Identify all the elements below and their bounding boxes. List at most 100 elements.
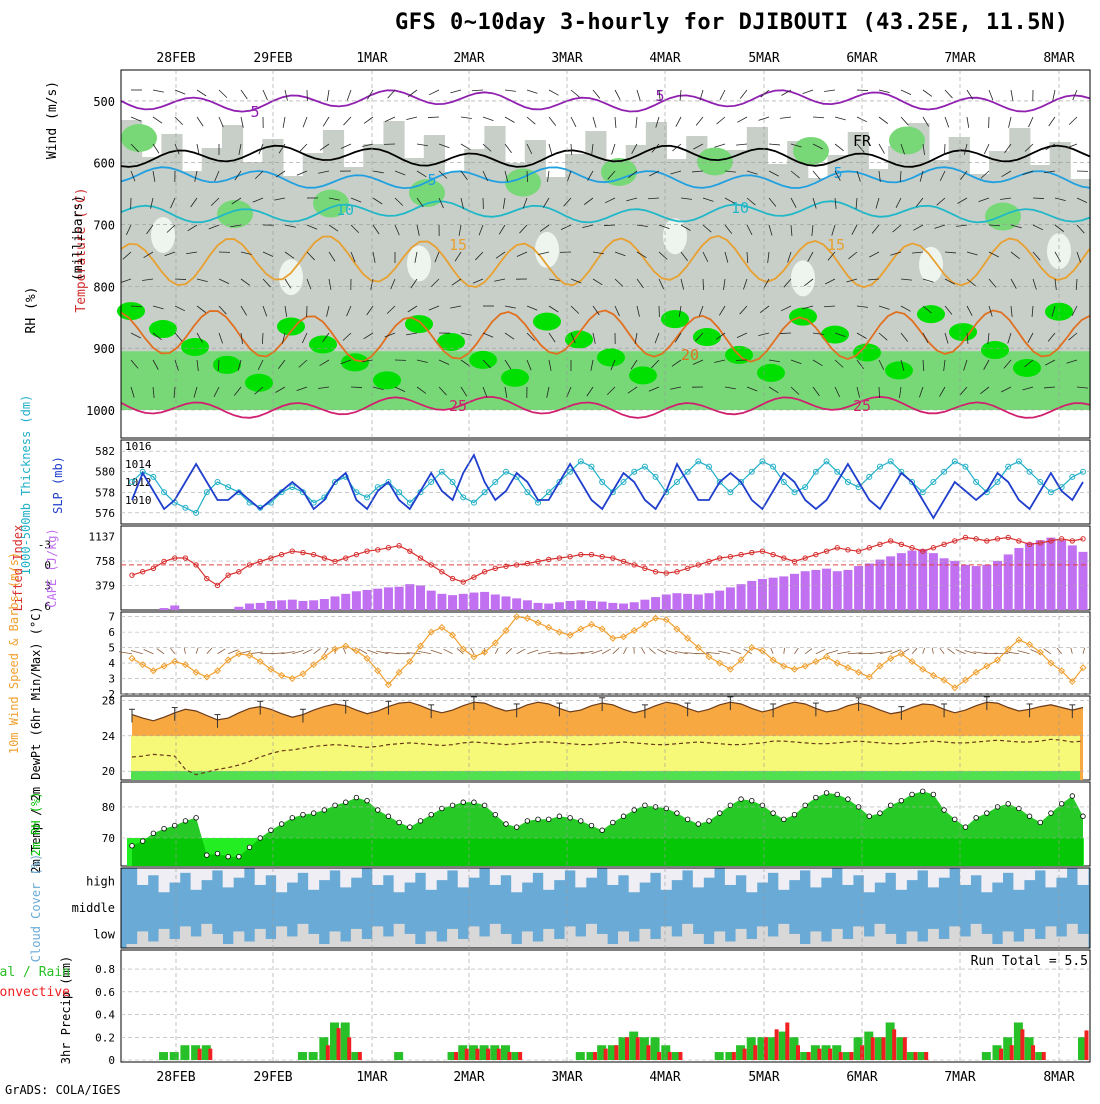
cloud-low-fill [394,924,405,948]
precip-convective-bar [646,1045,650,1060]
rh-point [525,819,530,824]
cloud-high-fill [468,868,479,878]
precip-panel-frame [121,950,1090,1062]
cloud-low-fill [522,931,533,948]
cloud-low-fill [276,926,287,948]
precip-convective-bar [507,1052,511,1060]
rh-point [899,798,904,803]
cloud-low-fill [340,941,351,948]
rh-strong-cell [1013,359,1041,377]
cloud-low-fill [597,934,608,948]
cape-bar [352,591,361,610]
rh-point [461,800,466,805]
cape-bar [448,595,457,610]
cloud-low-fill [1078,934,1089,948]
date-label-top: 6MAR [846,51,877,66]
cloud-low-fill [607,944,618,948]
wind-tick: 7 [108,611,115,624]
rh-point [343,800,348,805]
cloud-high-fill [426,868,437,890]
precip-legend-total: Total / Rain [0,965,70,980]
precip-convective-bar [849,1052,853,1060]
cape-bar [726,587,735,610]
cloud-high-fill [191,868,202,890]
rh-strong-cell [693,328,721,346]
rh-point [782,817,787,822]
rh-strong-cell [757,364,785,382]
cape-bar [758,579,767,610]
cape-bar [523,600,532,610]
cloud-high-fill [736,868,747,875]
rh-point [942,808,947,813]
rh-point [835,792,840,797]
cape-axis-title: CAPE (J/kg) [45,528,59,607]
cloud-high-fill [201,868,212,880]
cape-bar [972,566,981,610]
rh-point [215,851,220,856]
cloud-low-fill [853,926,864,948]
cloud-low-fill [1067,924,1078,948]
cape-bar [918,549,927,610]
rh-point [354,795,359,800]
thickness-tick: 578 [95,486,115,499]
cape-bar [619,604,628,610]
cape-bar [1036,540,1045,610]
cloud-high-fill [554,868,565,880]
precip-convective-bar [924,1052,928,1060]
rh-point [290,815,295,820]
cape-bar [640,600,649,610]
rh-point [739,797,744,802]
cloud-high-fill [490,868,501,885]
cloud-high-fill [639,868,650,883]
rh-point [301,812,306,817]
cape-tick: 1137 [89,531,116,544]
cloud-high-fill [981,868,992,892]
cloud-high-fill [629,868,640,892]
pressure-tick: 500 [93,95,115,109]
precip-convective-bar [732,1052,736,1060]
cloud-high-fill [704,868,715,878]
precip-total-bar [309,1052,318,1060]
rh-strong-cell [949,323,977,341]
cloud-low-fill [415,944,426,948]
cape-bar [320,599,329,610]
temp-tick: 28 [102,694,115,707]
cloud-high-fill [853,868,864,875]
precip-convective-bar [807,1052,811,1060]
contour-label: 20 [681,346,699,364]
cloud-low-fill [885,934,896,948]
cloud-high-fill [607,868,618,885]
cloud-low-fill [639,929,650,948]
cloud-high-fill [383,868,394,875]
cloud-high-fill [511,868,522,892]
cape-bar [256,603,265,610]
cloud-high-fill [533,868,544,873]
precip-convective-bar [475,1049,479,1060]
cape-bar [694,594,703,610]
cloud-level-middle: middle [72,901,115,915]
rh-point [375,808,380,813]
cloud-low-fill [832,929,843,948]
cloud-high-fill [297,868,308,873]
cloud-low-fill [896,944,907,948]
cape-bar [929,553,938,610]
cape-bar [501,596,510,610]
legend-wind: Wind (m/s) [45,81,60,159]
cloud-low-fill [1024,929,1035,948]
cloud-axis-title: Cloud Cover (%) [29,854,43,962]
rh-point [878,811,883,816]
cloud-low-fill [725,941,736,948]
contour-label: 5 [833,164,842,182]
cloud-low-fill [169,939,180,948]
cloud-low-fill [127,944,138,948]
rh-point [611,820,616,825]
cape-bar [480,592,489,610]
rh-axis-title: 2m RH (%) [29,791,43,856]
rh-strong-cell [149,320,177,338]
rh-point [1081,814,1086,819]
cape-bar [459,594,468,610]
rh-point [183,819,188,824]
cape-bar [395,587,404,610]
thickness-tick: 576 [95,507,115,520]
